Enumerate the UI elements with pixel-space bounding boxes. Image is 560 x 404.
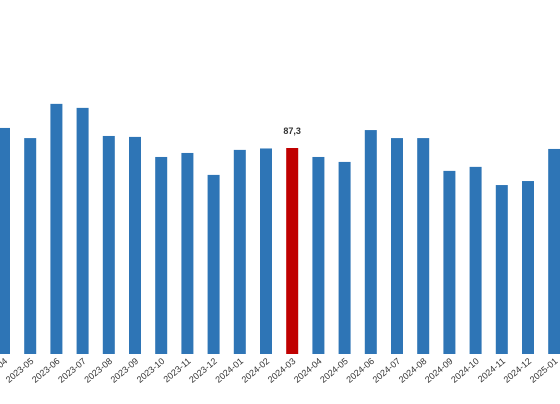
x-tick-label: 2023-10 [135, 356, 167, 385]
bar [364, 130, 377, 354]
bar [24, 138, 37, 354]
bar [417, 138, 430, 354]
x-tick-label: 2024-09 [423, 356, 455, 385]
bar [469, 166, 482, 354]
bar [76, 107, 89, 354]
x-tick-label: 2024-04 [292, 356, 324, 385]
bar [286, 148, 299, 354]
x-tick-label: 2024-12 [502, 356, 534, 385]
bar [312, 156, 325, 354]
bar [50, 103, 63, 355]
bar [129, 136, 141, 354]
x-tick-label: 2023-06 [30, 356, 62, 385]
x-tick-label: 2024-10 [449, 356, 481, 385]
bar [548, 148, 560, 354]
bar [233, 149, 246, 354]
x-tick-label: 2024-01 [213, 356, 245, 385]
x-tick-label: 2023-05 [4, 356, 36, 385]
bar [522, 181, 534, 354]
bar [181, 152, 194, 354]
x-tick-label: 2024-11 [476, 356, 507, 384]
bar [207, 174, 220, 354]
x-tick-label: 2024-03 [266, 356, 298, 385]
x-tick-label: 2025-01 [528, 356, 560, 385]
x-tick-label: 2024-06 [344, 356, 376, 385]
x-tick-label: 2023-07 [56, 356, 88, 385]
x-tick-label: 2024-05 [318, 356, 350, 385]
value-label: 87,3 [283, 126, 301, 136]
x-tick-label: 2023-11 [161, 356, 192, 384]
bar [0, 127, 10, 355]
x-tick-label: 2023-09 [109, 356, 141, 385]
x-tick-label: 2023-12 [187, 356, 219, 385]
x-tick-label: 2024-02 [240, 356, 272, 385]
bar [260, 148, 272, 354]
bar [443, 170, 456, 354]
bar [338, 161, 351, 354]
bar [155, 156, 168, 354]
x-tick-label: 2024-07 [371, 356, 403, 385]
bar [391, 138, 403, 354]
bar [495, 185, 508, 354]
x-tick-label: 2023-08 [82, 356, 114, 385]
x-tick-label: 2024-08 [397, 356, 429, 385]
bar [102, 135, 115, 354]
